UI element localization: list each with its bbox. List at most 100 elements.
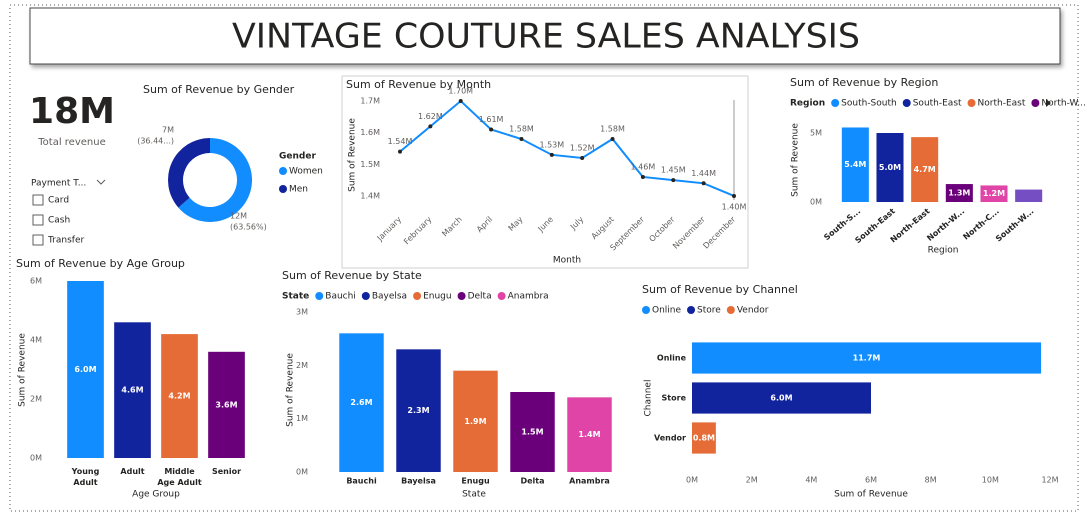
data-label: 4.2M [168,392,190,401]
chart-title: Sum of Revenue by Month [346,78,491,91]
y-tick-label: Online [657,354,687,363]
legend-entry: South-South [841,99,897,109]
bar [692,342,1042,374]
y-tick-label: 1.4M [360,191,380,200]
line-point [580,155,585,160]
legend-marker [642,306,650,314]
data-label: 1.5M [521,428,543,437]
x-tick-label: 2M [746,476,758,485]
slicer-option[interactable]: Transfer [47,236,84,246]
legend-marker [967,99,976,107]
legend-marker [831,99,840,107]
data-label: 11.7M [853,354,881,363]
legend-entry: North-W... [1041,99,1086,109]
page-border [9,4,1079,512]
donut-slice [178,138,252,222]
line-point [701,181,706,186]
y-tick-label: 0M [30,454,42,463]
legend-title: State [282,292,309,302]
bar [841,127,869,202]
bar [453,370,498,472]
legend-entry: Bayelsa [372,292,407,302]
slicer-option[interactable]: Cash [48,216,70,226]
slice-value-label: 7M [162,126,174,135]
x-tick-label-box: Middle Age Adult [157,467,202,487]
y-tick-label: 2M [296,361,308,370]
y-tick-label: 1M [296,414,308,423]
line-chart-frame [341,75,749,269]
data-label: 1.3M [948,189,970,198]
data-label: 2.6M [350,398,372,407]
data-label: 0.8M [693,434,715,443]
chart-title: Sum of Revenue by Region [790,76,938,89]
legend-more-arrow[interactable] [1046,99,1051,107]
line-point [640,174,645,179]
legend-entry: North-East [978,99,1026,109]
y-axis-title: Channel [644,380,654,417]
legend-marker [413,292,422,300]
data-label: 1.44M [691,169,716,178]
chart-title: Sum of Revenue by Channel [642,283,798,296]
line-series [399,99,735,197]
legend-marker [361,292,370,300]
legend-title: Gender [279,152,316,162]
x-tick-label: Delta [520,477,544,486]
slicer-checkbox[interactable] [32,214,44,226]
data-label: 5.0M [879,163,901,172]
legend-entry: South-East [913,99,962,109]
slicer-title: Payment T... [31,179,86,189]
kpi-value: 18M [29,91,115,132]
x-tick-label: Bayelsa [401,477,436,486]
line-point [489,127,494,132]
x-tick-label: Adult [120,467,145,476]
x-tick-label: January [375,215,404,244]
bar [67,281,104,458]
x-tick-label: October [647,214,677,244]
y-tick-label: 1.6M [360,128,380,137]
chart-title: Sum of Revenue by State [282,269,422,282]
x-tick-label: 4M [805,476,817,485]
x-tick-label: 8M [925,476,937,485]
slicer-option[interactable]: Card [48,196,69,206]
line-point [519,137,524,142]
y-tick-label: Vendor [654,434,686,443]
y-tick-label: 6M [30,277,42,286]
chart-title: Sum of Revenue by Gender [143,83,295,96]
legend-entry: Bauchi [325,292,356,302]
x-tick-label-box: Senior [212,467,241,476]
data-label: 1.58M [509,125,534,134]
legend-entry: Store [697,306,721,316]
data-label: 1.53M [539,140,564,149]
y-tick-label: 4M [30,336,42,345]
legend-title: Region [790,99,825,109]
legend-marker [497,292,506,300]
bar [911,137,939,202]
legend-marker [457,292,466,300]
y-tick-label: 2M [30,395,42,404]
line-point [428,124,433,129]
data-label: 1.2M [983,189,1005,198]
slicer-chevron[interactable] [96,179,106,185]
legend-marker [279,185,287,193]
dashboard-title: VINTAGE COUTURE SALES ANALYSIS [232,17,860,57]
y-axis-title: Sum of Revenue [286,353,296,427]
bar [692,382,871,414]
y-axis-title: Sum of Revenue [348,118,358,192]
x-tick-label: Enugu [461,477,490,486]
legend-entry: Men [289,185,308,195]
x-tick-label: February [402,215,434,247]
legend-marker [315,292,324,300]
y-tick-label: 3M [296,308,308,317]
y-tick-label: 5M [810,129,822,138]
slicer-checkbox[interactable] [32,234,44,246]
data-label: 1.46M [631,162,656,171]
x-tick-label: Middle Age Adult [157,467,202,487]
legend-entry: Online [652,306,681,316]
x-tick-label: Bauchi [346,477,377,486]
data-label: 5.4M [844,160,866,169]
slicer-checkbox[interactable] [32,194,44,206]
y-axis-title: Sum of Revenue [18,333,28,407]
legend-marker [687,306,696,314]
x-tick-label: North-W... [925,207,966,243]
